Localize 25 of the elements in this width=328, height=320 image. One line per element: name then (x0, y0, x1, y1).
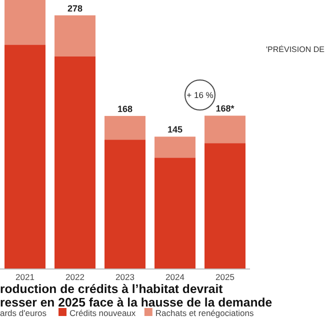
x-tick-label: 2025 (216, 272, 235, 282)
bar (104, 140, 146, 269)
annotation: 168 (117, 104, 133, 114)
bar (104, 116, 146, 140)
legend-label: Crédits nouveaux (70, 308, 136, 318)
x-tick-label: 2021 (16, 272, 35, 282)
x-tick-label: 2023 (116, 272, 135, 282)
annotation: + 16 % (186, 90, 214, 100)
annotation: 168* (216, 104, 235, 114)
legend-label: Rachats et renégociations (155, 308, 254, 318)
bar (154, 136, 196, 158)
x-tick-label: 2024 (166, 272, 185, 282)
x-tick-label: 2022 (66, 272, 85, 282)
text: ards d'euros (0, 308, 47, 318)
text: roduction de crédits à l’habitat devrait resser en 2025 face à la hausse de la demande (0, 282, 272, 310)
bar (54, 15, 96, 56)
annotation: 278 (67, 3, 83, 14)
text: 'PRÉVISION DE (266, 45, 324, 54)
bar (4, 44, 46, 269)
bar (54, 56, 96, 269)
bar (204, 116, 246, 144)
bar (4, 0, 46, 45)
bar (204, 143, 246, 269)
annotation: 145 (167, 124, 183, 135)
bar (154, 158, 196, 269)
